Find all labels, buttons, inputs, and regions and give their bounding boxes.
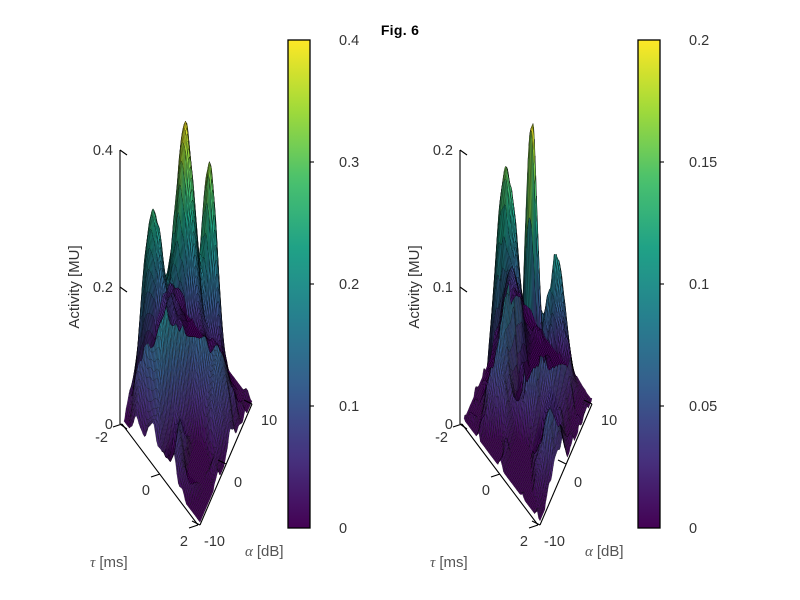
colorbar-tick-label: 0.3 [339,155,359,171]
tau-symbol-right: τ [430,555,436,571]
z-tick-top-right [459,149,468,156]
y-axis-label-right: α [dB] [585,543,624,560]
z-axis-label-left: Activity [MU] [66,245,83,328]
colorbar-tick-label: 0.05 [689,399,717,415]
x-axis-label-right: τ [ms] [430,554,468,571]
colorbar-tick-label: 0.1 [689,277,709,293]
subplot-right: 0.2 0.1 0 Activity [MU] -2 0 2 τ [ms] -10… [390,0,790,600]
subplot-left: 0.4 0.2 0 Activity [MU] -2 0 2 τ [ms] -10… [66,33,359,571]
z-tick-label-2-left: 0.4 [93,143,113,159]
y-tick-label-0-left: -10 [204,534,225,550]
z-tick-label-0-right: 0 [445,417,453,433]
y-tick-1-right [557,459,567,465]
y-tick-0-left [191,520,201,526]
x-tick-0-right [452,423,463,428]
x-tick-1-right [490,473,501,478]
y-axis-unit-left: [dB] [257,543,284,560]
y-axis-line-right [539,403,593,526]
z-axis-label-right: Activity [MU] [406,245,423,328]
y-tick-2-left [243,399,253,405]
x-axis-unit-right: [ms] [439,554,467,571]
colorbar-gradient-right [638,40,660,528]
x-tick-label-0-left: -2 [95,430,108,446]
surface-plot-right-svg: 0.2 0.1 0 Activity [MU] -2 0 2 τ [ms] -10… [406,33,717,571]
surface-mesh-left [123,120,253,523]
surface-plot-left-svg: 0.4 0.2 0 Activity [MU] -2 0 2 τ [ms] -10… [66,33,359,571]
z-tick-label-2-right: 0.2 [433,143,453,159]
z-tick-label-1-right: 0.1 [433,280,453,296]
x-tick-label-1-left: 0 [142,483,150,499]
y-tick-1-left [217,459,227,465]
colorbar-ticks-right: 0 0.05 0.1 0.15 0.2 [660,33,717,537]
colorbar-tick-label: 0.15 [689,155,717,171]
alpha-symbol-right: α [585,544,594,560]
x-tick-label-2-right: 2 [520,534,528,550]
y-axis-label-left: α [dB] [245,543,284,560]
colorbar-tick-label: 0.2 [339,277,359,293]
z-tick-mid-left [119,286,128,293]
x-tick-2-right [528,524,539,529]
colorbar-tick-label: 0.2 [689,33,709,49]
y-axis-line-left [199,403,253,526]
colorbar-left[interactable]: 0 0.1 0.2 0.3 0.4 [287,33,359,537]
y-axis-unit-right: [dB] [597,543,624,560]
surface-mesh-right [463,123,593,522]
x-tick-2-left [188,524,199,529]
alpha-symbol-left: α [245,544,254,560]
colorbar-right[interactable]: 0 0.05 0.1 0.15 0.2 [637,33,717,537]
colorbar-tick-label: 0.1 [339,399,359,415]
y-tick-label-0-right: -10 [544,534,565,550]
y-tick-label-1-left: 0 [234,475,242,491]
x-tick-label-2-left: 2 [180,534,188,550]
x-tick-0-left [112,423,123,428]
colorbar-tick-label: 0 [339,521,347,537]
y-tick-label-2-left: 10 [261,413,277,429]
tau-symbol-left: τ [90,555,96,571]
x-tick-label-0-right: -2 [435,430,448,446]
x-axis-unit-left: [ms] [99,554,127,571]
z-tick-mid-right [459,286,468,293]
y-tick-label-1-right: 0 [574,475,582,491]
x-axis-label-left: τ [ms] [90,554,128,571]
colorbar-tick-label: 0 [689,521,697,537]
colorbar-gradient-left [288,40,310,528]
z-tick-label-0-left: 0 [105,417,113,433]
z-tick-label-1-left: 0.2 [93,280,113,296]
y-tick-label-2-right: 10 [601,413,617,429]
x-tick-label-1-right: 0 [482,483,490,499]
colorbar-ticks-left: 0 0.1 0.2 0.3 0.4 [310,33,359,537]
y-tick-2-right [583,399,593,405]
figure-title: Fig. 6 [380,22,420,38]
z-tick-top-left [119,149,128,156]
y-tick-0-right [531,520,541,526]
colorbar-tick-label: 0.4 [339,33,359,49]
x-tick-1-left [150,473,161,478]
